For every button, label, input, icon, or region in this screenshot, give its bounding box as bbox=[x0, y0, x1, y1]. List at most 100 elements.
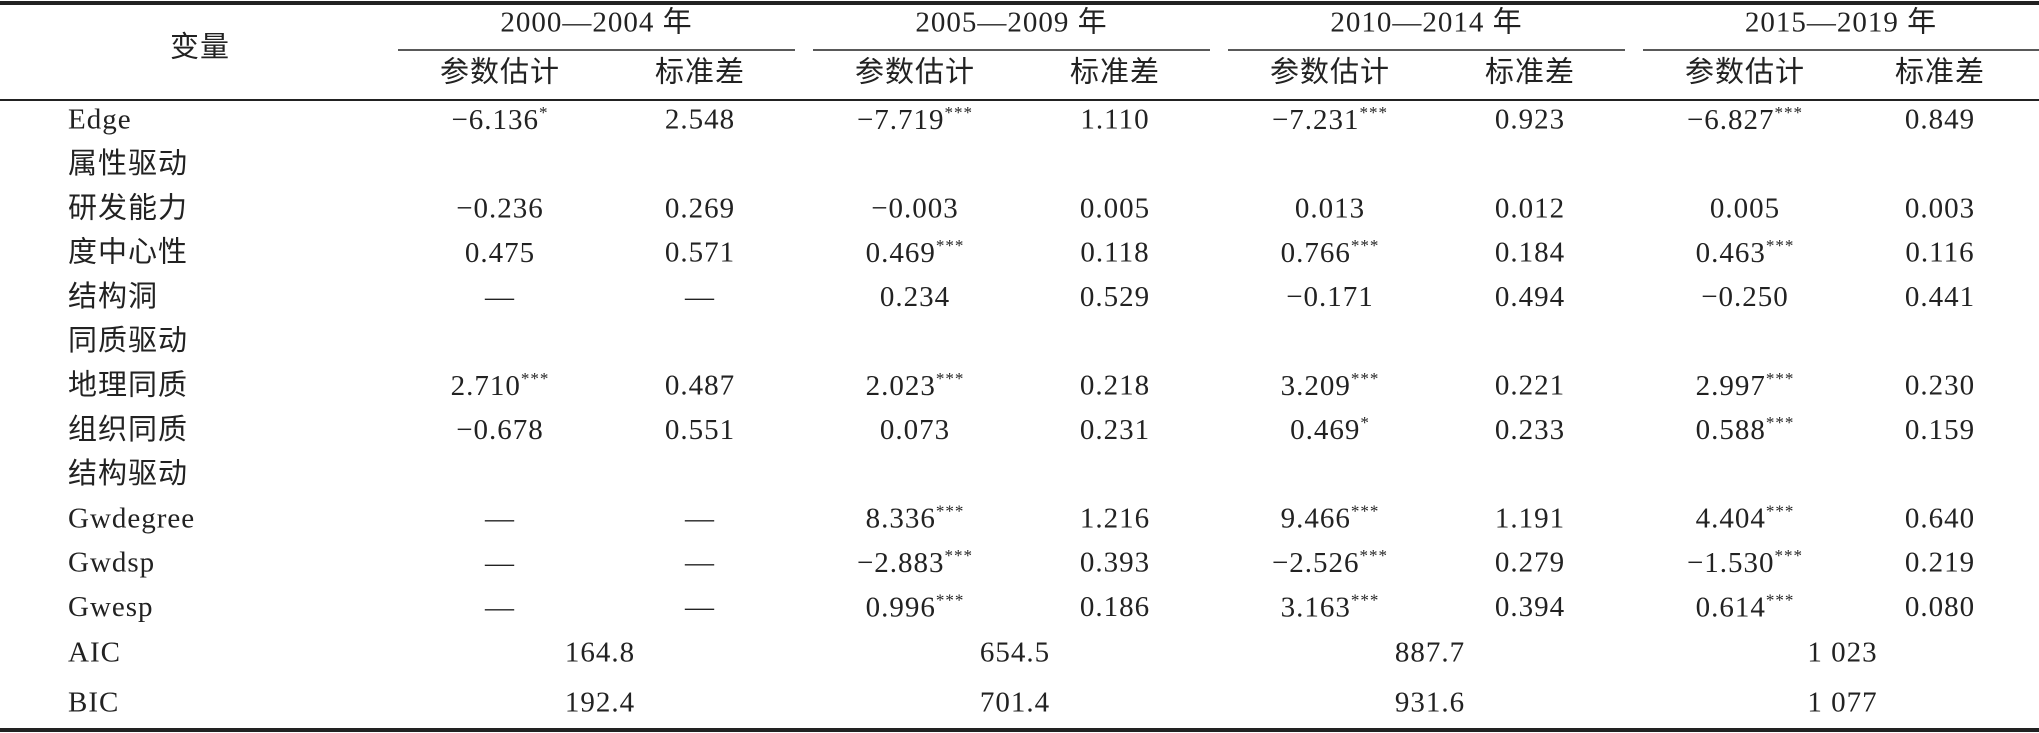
estimate-cell: 0.996*** bbox=[866, 590, 965, 623]
variable-header: 变量 bbox=[170, 31, 230, 64]
estimate-cell: −0.250 bbox=[1701, 281, 1789, 313]
estimate: 0.614 bbox=[1696, 591, 1766, 623]
significance: *** bbox=[1360, 103, 1389, 122]
row-label: 同质驱动 bbox=[68, 324, 188, 357]
standard-error: — bbox=[684, 591, 715, 623]
significance: *** bbox=[945, 103, 974, 122]
estimate-cell: 0.588*** bbox=[1696, 413, 1795, 446]
estimate: 0.073 bbox=[880, 414, 950, 446]
estimate: 8.336 bbox=[866, 502, 936, 534]
estimate-cell: 3.209*** bbox=[1281, 369, 1380, 402]
standard-error: 0.279 bbox=[1495, 547, 1565, 579]
column-header: 标准差 bbox=[1070, 56, 1160, 89]
standard-error: 1.216 bbox=[1080, 502, 1150, 534]
estimate-cell: −6.827*** bbox=[1687, 103, 1803, 136]
estimate: −6.827 bbox=[1687, 104, 1775, 136]
estimate-cell: 0.234 bbox=[880, 281, 950, 313]
standard-error: 0.005 bbox=[1080, 192, 1150, 224]
column-header: 标准差 bbox=[1895, 56, 1985, 89]
significance: *** bbox=[1766, 502, 1795, 521]
period-header: 2010—2014 年 bbox=[1330, 6, 1522, 39]
estimate: 0.475 bbox=[465, 237, 535, 269]
estimate-cell: 2.023*** bbox=[866, 369, 965, 402]
estimate: 0.013 bbox=[1295, 192, 1365, 224]
significance: *** bbox=[936, 502, 965, 521]
estimate-cell: −0.678 bbox=[456, 414, 544, 446]
estimate: — bbox=[484, 281, 515, 313]
standard-error: 1.110 bbox=[1080, 104, 1149, 136]
row-label: 属性驱动 bbox=[68, 147, 188, 180]
estimate-cell: −2.883*** bbox=[857, 546, 973, 579]
estimate-cell: 4.404*** bbox=[1696, 502, 1795, 535]
column-header: 参数估计 bbox=[1270, 56, 1390, 89]
standard-error: 0.923 bbox=[1495, 104, 1565, 136]
significance: *** bbox=[1766, 236, 1795, 255]
fit-value: 1 077 bbox=[1807, 687, 1877, 719]
fit-value: 701.4 bbox=[980, 687, 1050, 719]
significance: *** bbox=[1360, 546, 1389, 565]
estimate: −0.003 bbox=[871, 192, 959, 224]
estimate-cell: −0.003 bbox=[871, 192, 959, 224]
significance: *** bbox=[936, 590, 965, 609]
estimate-cell: — bbox=[484, 281, 515, 313]
fit-value: 164.8 bbox=[565, 637, 635, 669]
estimate-cell: 8.336*** bbox=[866, 502, 965, 535]
standard-error: 0.494 bbox=[1495, 281, 1565, 313]
significance: * bbox=[539, 103, 549, 122]
significance: *** bbox=[1766, 590, 1795, 609]
estimate: −0.678 bbox=[456, 414, 544, 446]
standard-error: 2.548 bbox=[665, 104, 735, 136]
standard-error: 0.012 bbox=[1495, 192, 1565, 224]
estimate: 2.997 bbox=[1696, 369, 1766, 401]
estimate-cell: 0.073 bbox=[880, 414, 950, 446]
standard-error: 0.186 bbox=[1080, 591, 1150, 623]
estimate-cell: — bbox=[484, 502, 515, 534]
row-label: Gwdsp bbox=[68, 547, 155, 579]
significance: *** bbox=[1351, 502, 1380, 521]
row-label: Gwdegree bbox=[68, 502, 195, 534]
fit-value: 1 023 bbox=[1807, 637, 1877, 669]
estimate: 0.588 bbox=[1696, 414, 1766, 446]
fit-value: 654.5 bbox=[980, 637, 1050, 669]
row-label: Gwesp bbox=[68, 591, 154, 623]
estimate-cell: −1.530*** bbox=[1687, 546, 1803, 579]
standard-error: 0.393 bbox=[1080, 547, 1150, 579]
significance: *** bbox=[1351, 590, 1380, 609]
fit-value: 192.4 bbox=[565, 687, 635, 719]
estimate-cell: 2.997*** bbox=[1696, 369, 1795, 402]
estimate: −2.526 bbox=[1272, 547, 1360, 579]
row-label: 结构洞 bbox=[68, 280, 158, 313]
estimate: — bbox=[484, 502, 515, 534]
estimate-cell: 2.710*** bbox=[451, 369, 550, 402]
estimate-cell: −2.526*** bbox=[1272, 546, 1388, 579]
standard-error: 0.849 bbox=[1905, 104, 1975, 136]
fit-label: BIC bbox=[68, 687, 119, 719]
standard-error: 0.003 bbox=[1905, 192, 1975, 224]
estimate: 0.234 bbox=[880, 281, 950, 313]
standard-error: 0.218 bbox=[1080, 369, 1150, 401]
column-header: 标准差 bbox=[655, 56, 745, 89]
standard-error: 0.184 bbox=[1495, 237, 1565, 269]
estimate-cell: 0.475 bbox=[465, 237, 535, 269]
significance: *** bbox=[521, 369, 550, 388]
estimate: — bbox=[484, 547, 515, 579]
period-header: 2015—2019 年 bbox=[1745, 6, 1937, 39]
standard-error: 0.116 bbox=[1905, 237, 1974, 269]
estimate: −0.250 bbox=[1701, 281, 1789, 313]
column-header: 参数估计 bbox=[1685, 56, 1805, 89]
standard-error: 0.529 bbox=[1080, 281, 1150, 313]
estimate: 4.404 bbox=[1696, 502, 1766, 534]
estimate: −7.231 bbox=[1272, 104, 1360, 136]
estimate-cell: −6.136* bbox=[451, 103, 548, 136]
estimate-cell: 0.005 bbox=[1710, 192, 1780, 224]
estimate-cell: 0.469* bbox=[1290, 413, 1370, 446]
estimate: 2.710 bbox=[451, 369, 521, 401]
column-header: 参数估计 bbox=[855, 56, 975, 89]
estimate: 0.996 bbox=[866, 591, 936, 623]
standard-error: — bbox=[684, 281, 715, 313]
standard-error: — bbox=[684, 502, 715, 534]
significance: *** bbox=[1775, 103, 1804, 122]
standard-error: — bbox=[684, 547, 715, 579]
estimate-cell: 0.463*** bbox=[1696, 236, 1795, 269]
estimate: 3.209 bbox=[1281, 369, 1351, 401]
